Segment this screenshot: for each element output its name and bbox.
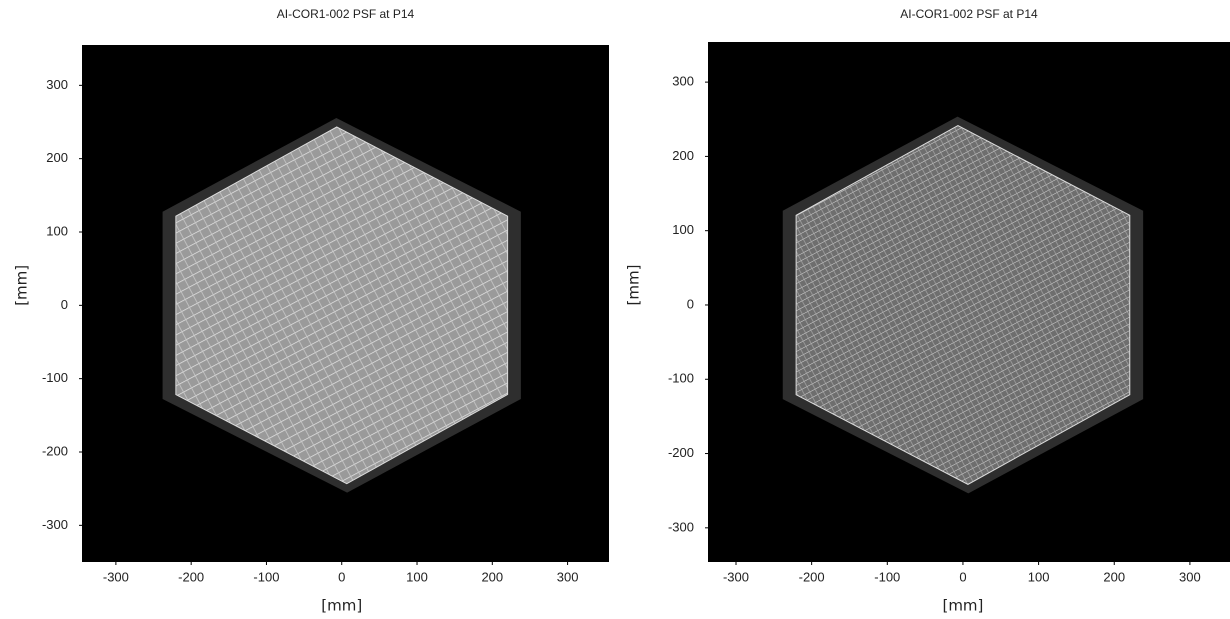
x-tick-label: 0 bbox=[959, 569, 966, 584]
x-tick-label: -100 bbox=[253, 569, 279, 584]
x-tick-label: -300 bbox=[103, 569, 129, 584]
x-tick-label: -200 bbox=[799, 569, 825, 584]
x-tick-label: -300 bbox=[723, 569, 749, 584]
psf-image bbox=[795, 125, 1131, 485]
plot: AI-COR1-002 PSF at P14 [mm] [mm] -300 -200 -1… bbox=[13, 7, 609, 615]
x-tick-label: 200 bbox=[1103, 569, 1125, 584]
x-tick-label: 200 bbox=[481, 569, 503, 584]
y-tick-label: 0 bbox=[61, 297, 68, 312]
y-axis-label: [mm] bbox=[13, 265, 31, 306]
y-tick-label: -100 bbox=[668, 371, 694, 386]
x-tick-label: 300 bbox=[1179, 569, 1201, 584]
y-tick-label: -200 bbox=[668, 445, 694, 460]
y-tick-label: 0 bbox=[687, 296, 694, 311]
chart-title: AI-COR1-002 PSF at P14 bbox=[277, 7, 415, 21]
y-tick-label: 300 bbox=[46, 77, 68, 92]
chart-title: AI-COR1-002 PSF at P14 bbox=[900, 7, 1038, 21]
y-tick-label: -200 bbox=[42, 443, 68, 458]
x-axis-label: [mm] bbox=[321, 597, 362, 615]
x-tick-label: -200 bbox=[178, 569, 204, 584]
y-tick-label: 100 bbox=[672, 222, 694, 237]
x-tick-label: 300 bbox=[557, 569, 579, 584]
psf-image bbox=[175, 126, 509, 485]
y-tick-label: 100 bbox=[46, 223, 68, 238]
y-tick-label: 300 bbox=[672, 74, 694, 89]
x-tick-label: 100 bbox=[406, 569, 428, 584]
x-axis-label: [mm] bbox=[942, 597, 983, 615]
y-tick-label: 200 bbox=[46, 150, 68, 165]
y-tick-label: -100 bbox=[42, 370, 68, 385]
plot: AI-COR1-002 PSF at P14 [mm] [mm] -300 -200 -1… bbox=[625, 7, 1230, 615]
x-tick-label: -100 bbox=[874, 569, 900, 584]
y-tick-label: -300 bbox=[42, 517, 68, 532]
y-axis-label: [mm] bbox=[625, 265, 643, 306]
y-tick-label: 200 bbox=[672, 148, 694, 163]
x-tick-label: 0 bbox=[338, 569, 345, 584]
y-tick-label: -300 bbox=[668, 519, 694, 534]
x-tick-label: 100 bbox=[1028, 569, 1050, 584]
